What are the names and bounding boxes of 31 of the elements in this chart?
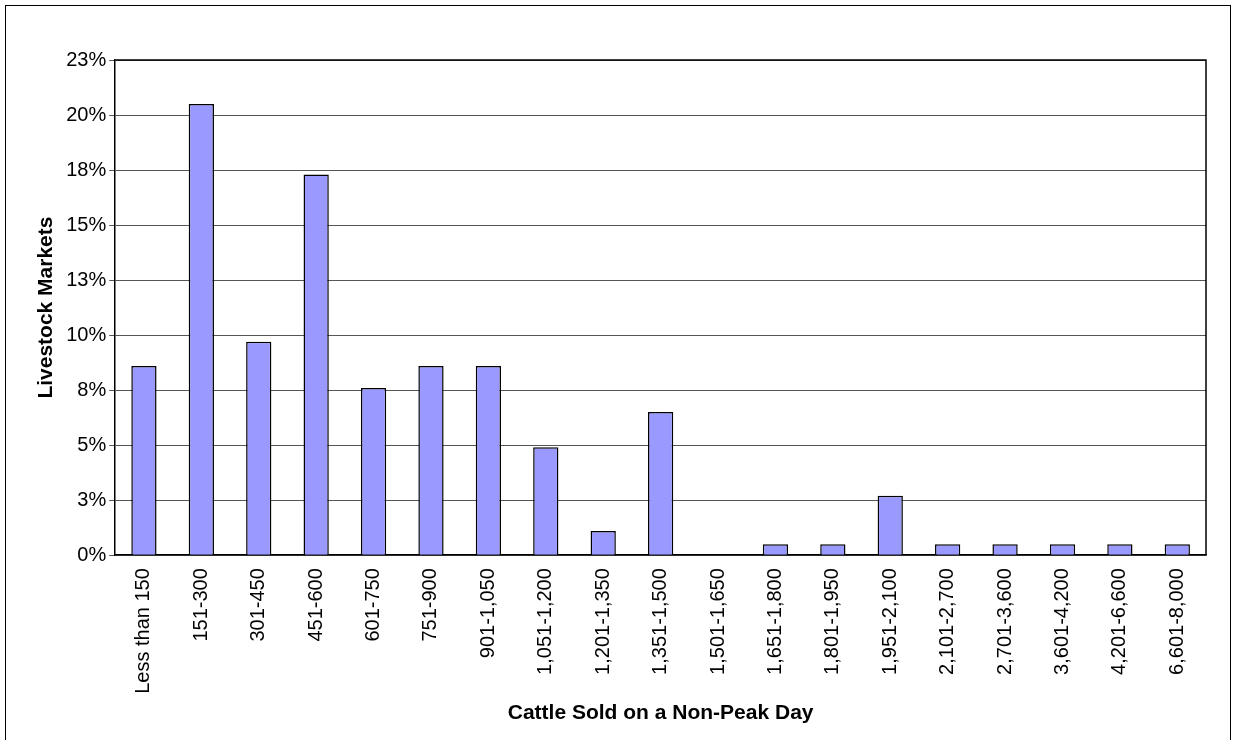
y-axis-title: Livestock Markets (33, 216, 57, 399)
y-tick-label: 5% (77, 432, 107, 455)
y-tick-label: 20% (66, 102, 107, 125)
x-tick-label: 1,051-1,200 (533, 568, 556, 675)
x-tick-label: 1,201-1,350 (590, 568, 613, 675)
y-tick-label: 10% (66, 322, 107, 345)
y-tick-label: 8% (77, 377, 107, 400)
x-tick-label: 151-300 (188, 568, 211, 642)
x-tick-label: 2,101-2,700 (935, 568, 958, 675)
y-tick-label: 15% (66, 212, 107, 235)
x-tick-label: 1,501-1,650 (705, 568, 728, 675)
x-axis-title: Cattle Sold on a Non-Peak Day (507, 700, 814, 724)
x-tick-label: 1,351-1,500 (648, 568, 671, 675)
x-tick-label: 6,601-8,000 (1164, 568, 1187, 675)
y-tick-label: 13% (66, 267, 107, 290)
y-tick-label: 0% (77, 542, 107, 565)
x-tick-label: 601-750 (361, 568, 384, 642)
x-tick-label: 751-900 (418, 568, 441, 642)
x-tick-label: 1,951-2,100 (877, 568, 900, 675)
y-tick-label: 3% (77, 487, 107, 510)
x-tick-label: 4,201-6,600 (1107, 568, 1130, 675)
x-tick-label: Less than 150 (131, 568, 154, 694)
x-tick-label: 1,801-1,950 (820, 568, 843, 675)
x-tick-label: 2,701-3,600 (992, 568, 1015, 675)
x-tick-label: 301-450 (246, 568, 269, 642)
y-tick-label: 18% (66, 157, 107, 180)
x-tick-label: 1,651-1,800 (762, 568, 785, 675)
y-tick-label: 23% (66, 47, 107, 70)
x-tick-label: 3,601-4,200 (1049, 568, 1072, 675)
x-tick-label: 901-1,050 (475, 568, 498, 659)
x-tick-label: 451-600 (303, 568, 326, 642)
